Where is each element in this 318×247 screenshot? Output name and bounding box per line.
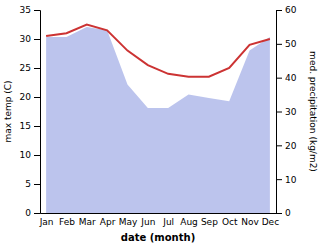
tick-label: 35 xyxy=(20,5,31,15)
tick: Feb xyxy=(59,213,75,227)
tick: 15 xyxy=(20,121,40,131)
tick: Apr xyxy=(100,213,116,227)
tick-label: 10 xyxy=(20,150,32,160)
tick: 10 xyxy=(20,150,40,160)
tick-label: 20 xyxy=(20,92,32,102)
tick-mark xyxy=(276,10,282,11)
tick-label: Feb xyxy=(59,217,75,227)
tick-mark xyxy=(34,126,40,127)
tick: Mar xyxy=(79,213,96,227)
tick-label: Jun xyxy=(140,217,155,227)
tick-label: 60 xyxy=(285,5,297,15)
axis-line xyxy=(41,213,277,214)
tick-label: Aug xyxy=(180,217,198,227)
tick-mark xyxy=(276,112,282,113)
tick-label: Jan xyxy=(39,217,54,227)
tick: 0 xyxy=(276,208,291,218)
x-axis-title: date (month) xyxy=(121,232,195,243)
y2-axis-title: med. precipitation (kg/m2) xyxy=(308,51,318,172)
tick: 40 xyxy=(276,73,297,83)
tick-label: 0 xyxy=(285,208,291,218)
tick: Aug xyxy=(180,213,198,227)
tick: 5 xyxy=(25,179,40,189)
tick: 20 xyxy=(276,141,297,151)
tick-label: Sep xyxy=(201,217,218,227)
axis-line xyxy=(34,11,41,214)
tick-mark xyxy=(34,39,40,40)
tick-label: 10 xyxy=(285,175,297,185)
tick-mark xyxy=(276,44,282,45)
tick-label: 20 xyxy=(285,141,297,151)
tick: 35 xyxy=(20,5,40,15)
tick-label: Nov xyxy=(241,217,259,227)
tick-mark xyxy=(34,10,40,11)
tick-mark xyxy=(276,145,282,146)
tick-mark xyxy=(276,78,282,79)
tick: Dec xyxy=(262,213,279,227)
tick-mark xyxy=(34,213,40,214)
tick: 25 xyxy=(20,63,40,73)
tick: May xyxy=(119,213,138,227)
tick-label: 50 xyxy=(285,39,297,49)
tick-mark xyxy=(34,184,40,185)
y-axis-title: max temp (C) xyxy=(3,80,13,142)
tick: 30 xyxy=(20,34,40,44)
tick-label: 25 xyxy=(20,63,31,73)
tick: Jan xyxy=(39,213,54,227)
tick-label: 0 xyxy=(25,208,31,218)
line xyxy=(46,25,270,77)
plot-area xyxy=(46,25,270,214)
tick: 10 xyxy=(276,175,297,185)
tick: 50 xyxy=(276,39,297,49)
chart: Jan Feb Mar AprMayJun Jul AugSep OctNovDec 0 5 10… xyxy=(0,0,318,247)
tick-label: Mar xyxy=(79,217,96,227)
tick-mark xyxy=(276,213,282,214)
area xyxy=(46,27,270,213)
tick-label: 5 xyxy=(25,179,31,189)
tick: 30 xyxy=(276,107,297,117)
tick: Nov xyxy=(241,213,259,227)
tick-label: Jul xyxy=(162,217,174,227)
tick: 60 xyxy=(276,5,297,15)
tick-label: 40 xyxy=(285,73,297,83)
tick-mark xyxy=(34,97,40,98)
tick: Jul xyxy=(162,213,174,227)
tick: 0 xyxy=(25,208,40,218)
tick: Oct xyxy=(222,213,238,227)
tick-label: Apr xyxy=(100,217,116,227)
tick: Jun xyxy=(140,213,155,227)
axis-line xyxy=(277,11,283,214)
tick-label: May xyxy=(119,217,138,227)
tick: Sep xyxy=(201,213,218,227)
tick-label: 30 xyxy=(20,34,32,44)
tick-label: Dec xyxy=(262,217,279,227)
tick-label: Oct xyxy=(222,217,238,227)
tick: 20 xyxy=(20,92,40,102)
x-axis: Jan Feb Mar AprMayJun Jul AugSep OctNovDec xyxy=(39,213,279,227)
tick-mark xyxy=(34,68,40,69)
tick-label: 30 xyxy=(285,107,297,117)
tick-mark xyxy=(34,155,40,156)
y-axis: 0 5 10 15 20 25 30 35 xyxy=(20,5,41,218)
y2-axis: 0 10 20 30 40 50 60 xyxy=(276,5,297,218)
tick-label: 15 xyxy=(20,121,31,131)
tick-mark xyxy=(276,179,282,180)
